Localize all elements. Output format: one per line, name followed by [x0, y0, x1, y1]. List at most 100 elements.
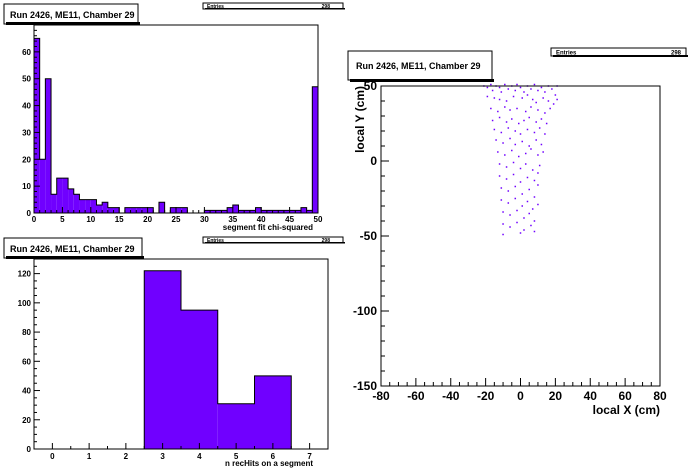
nhits-xtick-label: 3 — [160, 452, 165, 461]
xy-point — [533, 179, 536, 182]
chi2-bar — [170, 207, 176, 213]
xy-point — [528, 145, 530, 147]
xy-point — [521, 205, 523, 207]
chi2-ytick-label: 30 — [22, 128, 31, 137]
xy-point — [507, 127, 510, 129]
xy-xtick-label: 80 — [653, 389, 667, 403]
xy-point — [545, 122, 548, 125]
chi2-xtick-label: 25 — [172, 215, 181, 224]
chi2-stats-entries-value: 298 — [322, 4, 331, 10]
xy-point — [502, 233, 504, 236]
xy-point — [524, 163, 527, 165]
xy-point — [530, 148, 532, 150]
xy-point — [533, 83, 536, 86]
xy-stats-shadow — [553, 55, 688, 57]
xy-point — [537, 89, 539, 92]
xy-point — [540, 143, 543, 146]
chi2-bar — [79, 199, 86, 213]
xy-point — [521, 193, 523, 195]
chi2-bar — [34, 38, 40, 213]
xy-point — [493, 97, 496, 99]
xy-ytick-label: -50 — [360, 229, 378, 243]
xy-point — [509, 137, 511, 140]
xy-point — [516, 107, 518, 110]
xy-point — [486, 95, 489, 98]
nhits-ytick-label: 60 — [22, 357, 31, 366]
xy-point — [509, 226, 511, 228]
chi2-bar — [136, 207, 142, 213]
xy-point — [505, 166, 508, 168]
nhits-xtick-label: 4 — [197, 452, 202, 461]
xy-point — [542, 97, 544, 99]
xy-point — [512, 95, 515, 98]
chi2-bar — [244, 210, 250, 213]
xy-point — [556, 98, 558, 101]
chi2-ytick-label: 50 — [22, 75, 31, 84]
chi2-bar — [51, 194, 57, 213]
xy-point — [521, 140, 523, 143]
chi2-title-shadow — [6, 22, 140, 25]
xy-point — [498, 98, 501, 101]
chi2-bar — [113, 207, 120, 213]
xy-point — [531, 169, 534, 171]
chi2-stats-entries-label: Entries — [207, 4, 224, 10]
chi2-bar — [215, 210, 222, 213]
nhits-ytick-label: 0 — [27, 445, 32, 454]
chi2-bar — [73, 194, 80, 213]
chi2-xtick-label: 5 — [60, 215, 65, 224]
xy-point — [519, 167, 522, 170]
xy-point — [552, 103, 555, 105]
chi2-bar — [56, 178, 63, 213]
xy-point — [490, 83, 492, 86]
xy-point — [504, 106, 506, 108]
chi2-xlabel: segment fit chi-squared — [223, 223, 313, 232]
xy-point — [505, 121, 508, 123]
xy-point — [500, 199, 503, 201]
chi2-bar — [266, 210, 273, 213]
nhits-title: Run 2426, ME11, Chamber 29 — [10, 244, 135, 254]
xy-point — [551, 88, 553, 90]
xy-point — [519, 181, 522, 183]
xy-point — [519, 232, 522, 234]
xy-ylabel: local Y (cm) — [353, 86, 367, 153]
chi2-bar — [107, 207, 114, 213]
chi2-bar — [96, 204, 103, 213]
chi2-bar — [147, 207, 154, 213]
chi2-bar — [312, 86, 318, 213]
chi2-bar — [306, 210, 313, 213]
xy-point — [498, 86, 501, 89]
xy-point — [533, 131, 536, 134]
chi2-xtick-label: 40 — [257, 215, 266, 224]
xy-point — [514, 197, 517, 200]
xy-point — [537, 172, 539, 174]
xy-point — [514, 185, 517, 188]
xy-point — [530, 88, 532, 90]
xy-point — [518, 122, 520, 125]
xy-point — [538, 127, 541, 129]
chi2-bar — [238, 210, 245, 213]
chi2-bar — [278, 210, 284, 213]
xy-point — [512, 161, 515, 164]
xy-point — [537, 184, 539, 186]
chi2-bar — [62, 178, 69, 213]
chi2-bar — [255, 207, 262, 213]
xy-point — [498, 163, 501, 165]
xy-xtick-label: -60 — [407, 389, 425, 403]
chi2-stats-shadow — [205, 8, 345, 10]
xy-title-box — [347, 50, 493, 81]
nhits-ytick-label: 80 — [22, 328, 31, 337]
xy-point — [538, 164, 541, 167]
xy-point — [523, 217, 525, 219]
xy-point — [526, 176, 529, 179]
chi2-bar — [227, 207, 233, 213]
chi2-ytick-label: 10 — [22, 182, 31, 191]
chi2-bar-outline — [33, 37, 319, 214]
xy-point — [491, 89, 494, 92]
chi2-ytick-label: 20 — [22, 155, 31, 164]
xy-point — [507, 202, 510, 204]
xy-xtick-label: 40 — [584, 389, 598, 403]
xy-point — [518, 155, 520, 158]
xy-point — [495, 139, 497, 141]
xy-point — [524, 110, 527, 113]
